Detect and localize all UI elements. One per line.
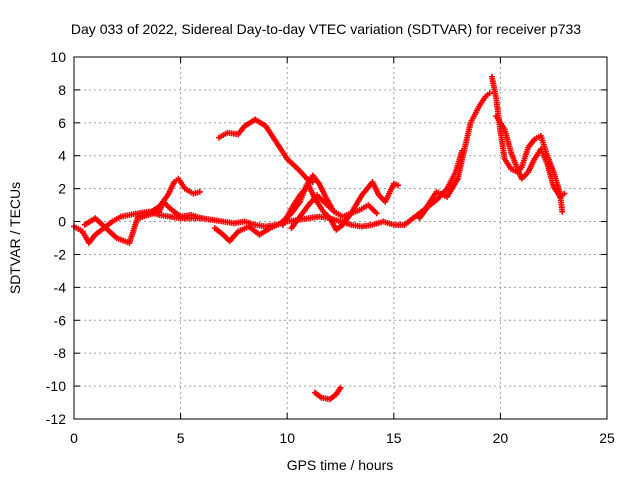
series-track-e <box>215 116 316 186</box>
x-tick-label: 15 <box>386 430 402 446</box>
series-track-g <box>288 192 380 232</box>
data-point <box>337 384 344 391</box>
y-tick-label: 2 <box>58 181 66 197</box>
series-track-c <box>134 198 205 222</box>
y-tick-labels: -12 -10 -8 -6 -4 -2 0 2 4 6 8 10 <box>46 49 66 427</box>
axis-ticks <box>73 56 608 420</box>
plot-frame <box>73 56 608 420</box>
data-point <box>309 179 316 186</box>
y-axis-label: SDTVAR / TECUs <box>7 182 23 294</box>
data-points <box>71 73 568 403</box>
y-tick-label: -10 <box>46 378 66 394</box>
x-tick-label: 25 <box>599 430 615 446</box>
data-point <box>559 208 566 215</box>
x-tick-labels: 0 5 10 15 20 25 <box>70 430 615 446</box>
x-tick-label: 10 <box>279 430 295 446</box>
y-tick-label: 0 <box>58 214 66 230</box>
y-tick-label: -8 <box>54 345 67 361</box>
data-point <box>196 188 203 195</box>
data-point <box>395 182 402 189</box>
y-tick-label: -12 <box>46 411 66 427</box>
series-track-h <box>311 384 344 403</box>
x-tick-label: 20 <box>493 430 509 446</box>
series-track-l <box>493 113 568 200</box>
data-point <box>459 147 466 154</box>
x-tick-label: 0 <box>70 430 78 446</box>
data-point <box>561 190 568 197</box>
y-tick-label: 8 <box>58 82 66 98</box>
series-track-j <box>416 147 466 222</box>
y-tick-label: -6 <box>54 312 67 328</box>
y-tick-label: -4 <box>54 279 67 295</box>
x-axis-label: GPS time / hours <box>287 457 394 473</box>
y-tick-label: -2 <box>54 246 67 262</box>
chart-title: Day 033 of 2022, Sidereal Day-to-day VTE… <box>71 21 581 37</box>
y-tick-label: 6 <box>58 115 66 131</box>
x-tick-label: 5 <box>177 430 185 446</box>
y-tick-label: 4 <box>58 148 66 164</box>
data-point <box>373 210 380 217</box>
data-point <box>486 90 493 97</box>
y-tick-label: 10 <box>50 49 66 65</box>
data-point <box>198 215 205 222</box>
